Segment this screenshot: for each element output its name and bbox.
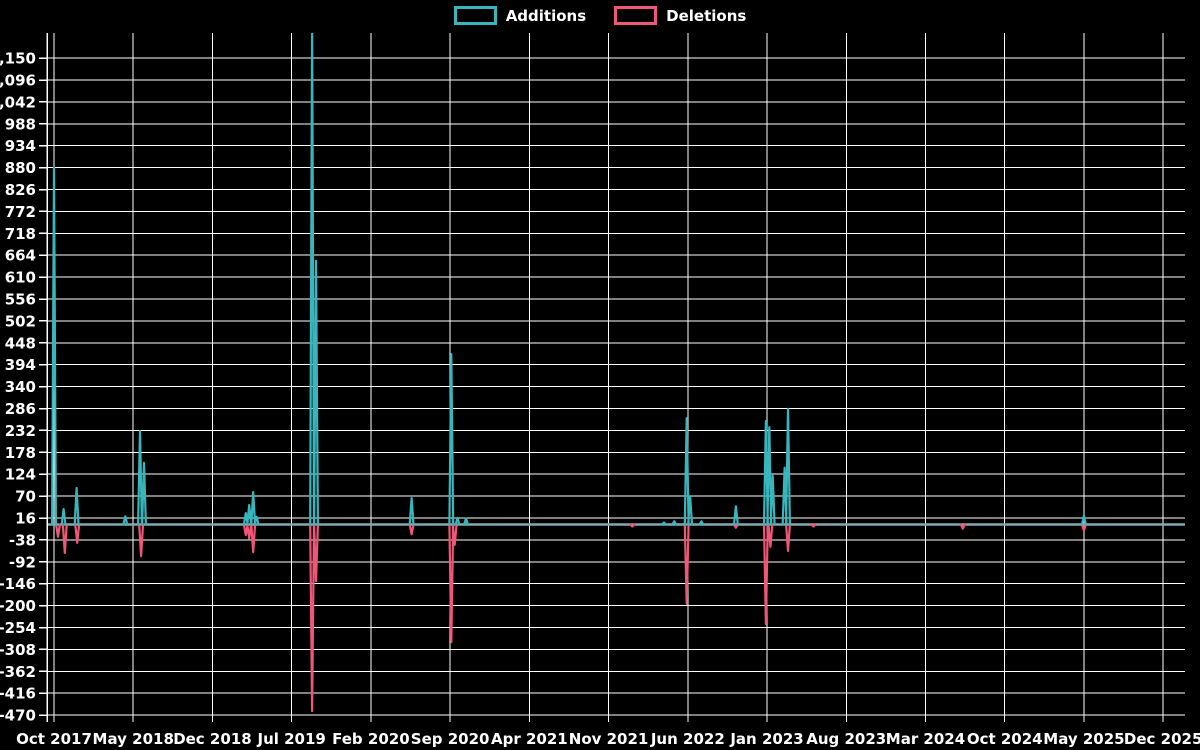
y-tick-label: 286 bbox=[5, 400, 36, 418]
vertical-gridlines bbox=[53, 33, 1164, 722]
x-tick-label: Nov 2021 bbox=[569, 730, 649, 748]
y-tick-label: 1,150 bbox=[0, 50, 36, 68]
x-axis-labels: Oct 2017 May 2018 Dec 2018 Jul 2019 Feb 2020… bbox=[16, 730, 1200, 748]
y-tick-label: -416 bbox=[0, 685, 36, 703]
x-tick-label: Dec 2018 bbox=[173, 730, 252, 748]
x-tick-label: May 2018 bbox=[93, 730, 174, 748]
y-tick-label: 340 bbox=[5, 378, 36, 396]
y-tick-label: -470 bbox=[0, 707, 36, 725]
x-tick-label: Feb 2020 bbox=[332, 730, 410, 748]
y-axis-labels: 1,150 1,096 1,042 988 934 880 826 772 718 664 610 5… bbox=[0, 50, 36, 725]
y-tick-label: -38 bbox=[9, 531, 36, 549]
y-tick-label: 394 bbox=[5, 356, 36, 374]
y-tick-label: 556 bbox=[5, 291, 36, 309]
deletions-swatch-icon bbox=[614, 6, 658, 25]
legend-item-deletions[interactable]: Deletions bbox=[614, 6, 746, 25]
y-tick-label: 124 bbox=[5, 466, 36, 484]
y-tick-label: -146 bbox=[0, 575, 36, 593]
y-tick-label: 70 bbox=[15, 488, 36, 506]
y-tick-label: -200 bbox=[0, 597, 36, 615]
series-line-deletions bbox=[55, 523, 1087, 713]
y-tick-label: 502 bbox=[5, 312, 36, 330]
y-tick-label: 448 bbox=[5, 334, 36, 352]
y-tick-label: -362 bbox=[0, 663, 36, 681]
legend-item-additions[interactable]: Additions bbox=[453, 6, 587, 25]
y-axis-ticks bbox=[39, 57, 47, 716]
y-tick-label: 232 bbox=[5, 422, 36, 440]
x-tick-label: Jan 2023 bbox=[729, 730, 803, 748]
y-tick-label: -308 bbox=[0, 641, 36, 659]
x-tick-label: Jul 2019 bbox=[256, 730, 325, 748]
additions-swatch-icon bbox=[453, 6, 497, 25]
x-tick-label: Dec 2025 bbox=[1124, 730, 1200, 748]
y-tick-label: -92 bbox=[9, 553, 36, 571]
x-tick-label: Mar 2024 bbox=[886, 730, 965, 748]
x-tick-label: May 2025 bbox=[1043, 730, 1124, 748]
y-tick-label: 1,096 bbox=[0, 72, 36, 90]
legend-label-deletions: Deletions bbox=[666, 6, 747, 25]
x-tick-label: Apr 2021 bbox=[491, 730, 568, 748]
x-tick-label: Sep 2020 bbox=[411, 730, 490, 748]
x-tick-label: Jun 2022 bbox=[650, 730, 725, 748]
x-tick-label: Aug 2023 bbox=[806, 730, 886, 748]
y-tick-label: 16 bbox=[15, 510, 36, 528]
x-tick-label: Oct 2024 bbox=[967, 730, 1043, 748]
chart-legend: Additions Deletions bbox=[0, 6, 1200, 25]
x-tick-label: Oct 2017 bbox=[16, 730, 92, 748]
y-tick-label: 664 bbox=[5, 247, 36, 265]
y-tick-label: -254 bbox=[0, 619, 36, 637]
y-tick-label: 988 bbox=[5, 115, 36, 133]
series-line-additions bbox=[51, 33, 1087, 526]
y-tick-label: 718 bbox=[5, 225, 36, 243]
y-tick-label: 178 bbox=[5, 444, 36, 462]
y-tick-label: 772 bbox=[5, 203, 36, 221]
legend-label-additions: Additions bbox=[505, 6, 587, 25]
y-tick-label: 826 bbox=[5, 181, 36, 199]
horizontal-gridlines bbox=[47, 57, 1185, 716]
y-tick-label: 1,042 bbox=[0, 93, 36, 111]
y-tick-label: 610 bbox=[5, 269, 36, 287]
y-tick-label: 934 bbox=[5, 137, 36, 155]
y-tick-label: 880 bbox=[5, 159, 36, 177]
